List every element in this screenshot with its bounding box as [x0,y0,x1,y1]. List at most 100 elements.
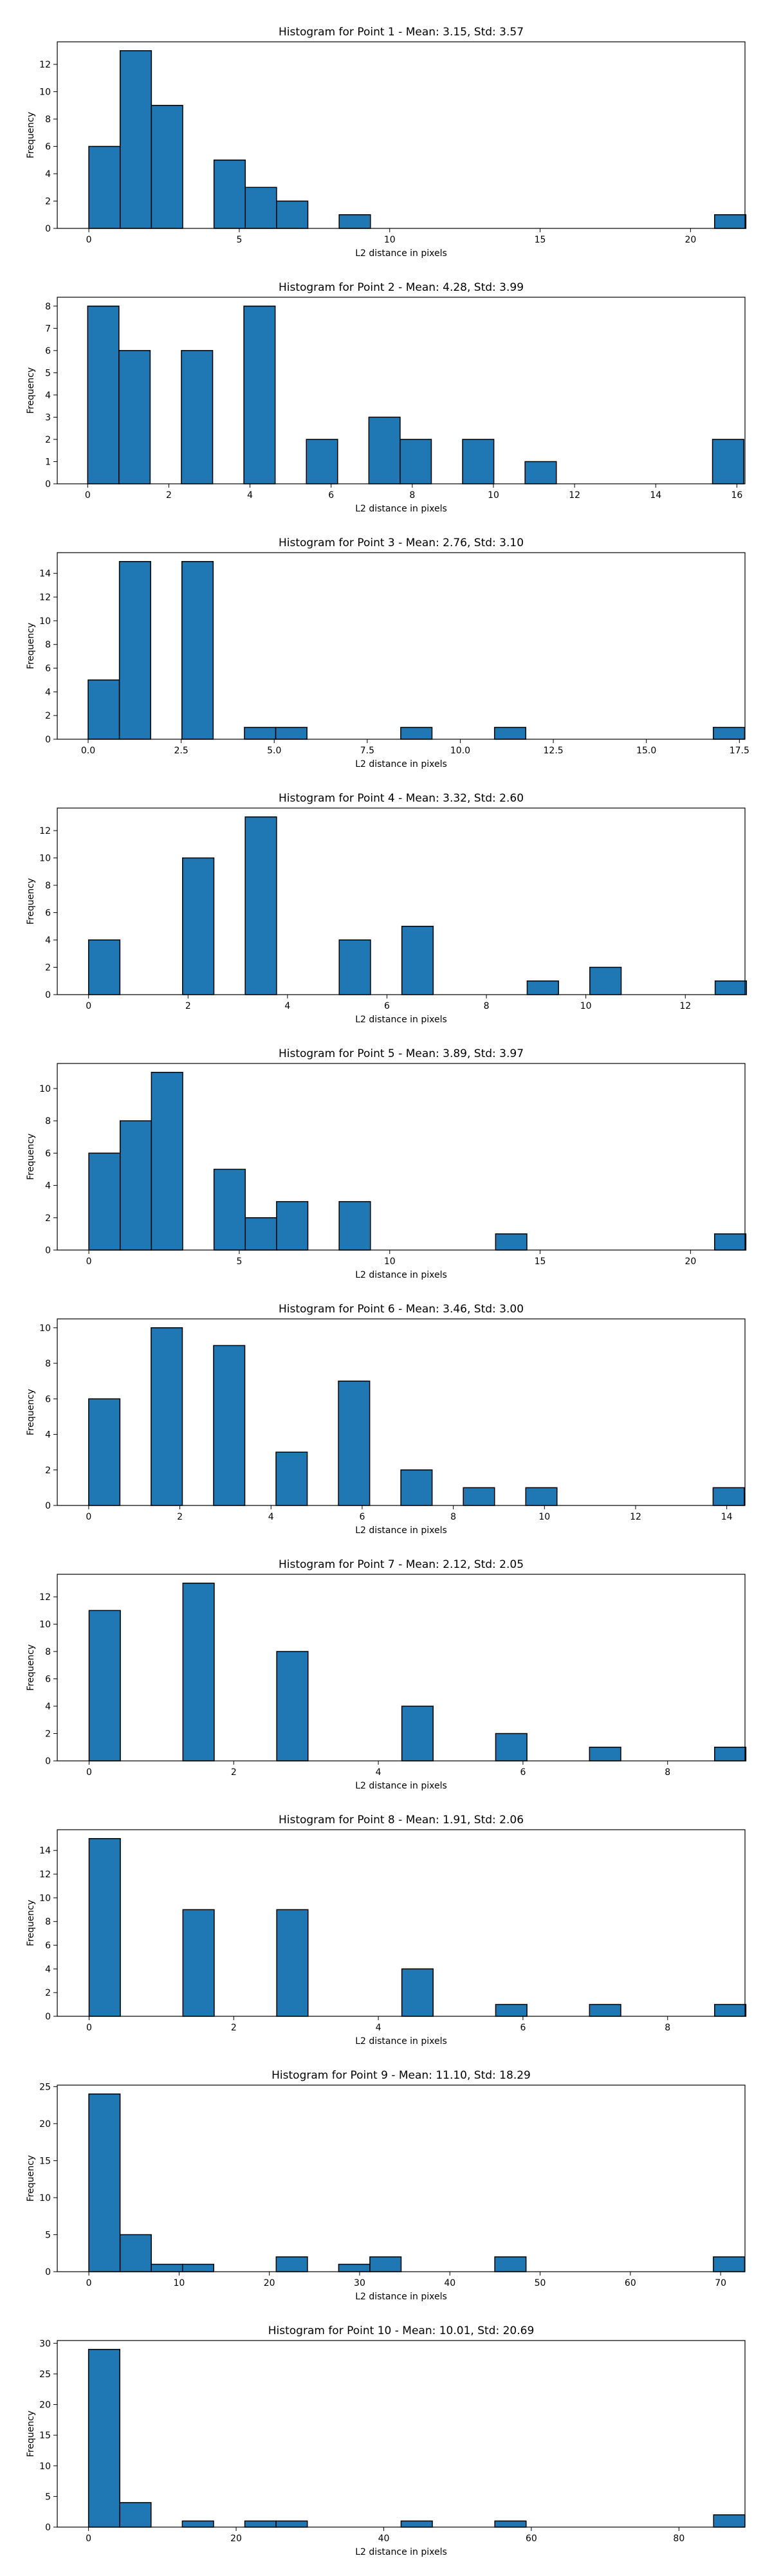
y-tick-label: 0 [45,1756,51,1767]
y-tick-label: 0 [45,1246,51,1256]
y-tick-label: 7 [45,324,51,334]
axes-frame [57,297,746,484]
y-tick-label: 4 [45,687,51,697]
y-tick-label: 2 [45,711,51,721]
y-tick-label: 4 [45,1964,51,1974]
y-tick-label: 6 [45,346,51,356]
histogram-bar [181,2263,215,2272]
histogram-bar [338,1380,371,1506]
y-tick-label: 25 [39,2369,51,2380]
y-tick-label: 12 [39,826,51,836]
axes-frame [57,552,746,740]
x-tick-label: 10 [173,2278,185,2288]
histogram-bar [713,726,746,740]
y-tick-label: 8 [45,1917,51,1927]
y-tick-label: 10 [39,2461,51,2472]
x-axis-label: L2 distance in pixels [355,2547,447,2557]
x-tick-label: 6 [520,2023,526,2033]
y-axis-label: Frequency [26,1389,36,1435]
y-tick-label: 20 [39,2400,51,2411]
x-axis-label: L2 distance in pixels [355,504,447,514]
y-axis-label: Frequency [26,2411,36,2457]
y-tick-label: 8 [45,1116,51,1127]
histogram-bar [276,1909,309,2017]
histogram-bar [462,439,495,484]
x-axis-label: L2 distance in pixels [355,1015,447,1025]
x-tick-label: 8 [665,1767,670,1778]
y-tick-label: 12 [39,1592,51,1603]
x-tick-label: 15 [535,235,546,245]
x-tick-label: 5.0 [267,746,281,756]
y-tick-label: 5 [45,2230,51,2240]
y-tick-label: 0 [45,2267,51,2277]
chart-title: Histogram for Point 4 - Mean: 3.32, Std:… [279,792,524,805]
histogram-bar [151,105,183,229]
x-tick-label: 40 [378,2534,390,2544]
histogram-bar [714,2003,747,2017]
y-tick-label: 6 [45,1941,51,1951]
histogram-bar [276,1651,309,1762]
x-tick-label: 80 [673,2534,685,2544]
y-tick-label: 8 [45,1359,51,1369]
y-tick-label: 8 [45,881,51,891]
axes-frame [57,1063,746,1251]
x-tick-label: 10 [538,1512,550,1522]
y-axis-label: Frequency [26,1900,36,1946]
histogram-bar [275,2520,308,2528]
y-tick-label: 4 [45,1181,51,1191]
chart-title: Histogram for Point 5 - Mean: 3.89, Std:… [279,1047,524,1060]
y-tick-label: 15 [39,2156,51,2166]
histogram-bar [713,2256,746,2272]
x-tick-label: 0 [86,1256,92,1267]
x-tick-label: 14 [721,1512,733,1522]
chart-title: Histogram for Point 6 - Mean: 3.46, Std:… [279,1303,524,1316]
histogram-bar [244,1217,277,1251]
histogram-bar [88,1152,121,1251]
histogram-bar [495,2003,528,2017]
y-tick-label: 14 [39,1846,51,1856]
x-tick-label: 2 [177,1512,183,1522]
y-axis-label: Frequency [26,1134,36,1180]
chart-title: Histogram for Point 1 - Mean: 3.15, Std:… [279,26,524,39]
x-tick-label: 8 [450,1512,456,1522]
x-tick-label: 4 [268,1512,274,1522]
histogram-panel-10: Histogram for Point 10 - Mean: 10.01, St… [26,2324,746,2557]
histogram-bar [400,2520,433,2528]
y-tick-label: 6 [45,908,51,919]
y-tick-label: 14 [39,569,51,579]
histogram-bar [401,1706,434,1762]
x-tick-label: 8 [484,1001,490,1011]
y-tick-label: 6 [45,1148,51,1159]
histogram-bar [493,726,527,740]
histogram-bar [714,1747,747,1762]
x-tick-label: 12.5 [544,746,564,756]
x-tick-label: 30 [354,2278,365,2288]
y-tick-label: 2 [45,1466,51,1476]
y-tick-label: 4 [45,1430,51,1440]
histogram-bar [712,439,744,484]
histogram-bar [494,2256,527,2272]
y-tick-label: 0 [45,990,51,1000]
y-tick-label: 8 [45,302,51,312]
x-tick-label: 6 [520,1767,526,1778]
y-tick-label: 2 [45,1213,51,1224]
histogram-bar [88,1838,121,2017]
axes-frame [57,1574,746,1762]
histogram-panel-6: Histogram for Point 6 - Mean: 3.46, Std:… [26,1303,746,1536]
x-tick-label: 4 [376,1767,381,1778]
histogram-bar [338,214,371,229]
histogram-bar [714,980,748,995]
x-tick-label: 60 [625,2278,636,2288]
y-tick-label: 15 [39,2431,51,2441]
histogram-bar [118,561,151,740]
y-tick-label: 4 [45,169,51,179]
x-tick-label: 0 [85,490,91,501]
y-tick-label: 5 [45,2492,51,2502]
histogram-bar [87,2349,120,2528]
x-tick-label: 50 [535,2278,546,2288]
x-tick-label: 20 [230,2534,242,2544]
histogram-bar [589,2003,621,2017]
histogram-bar [244,726,277,740]
histogram-bar [400,1469,433,1506]
histogram-bar [181,561,214,740]
